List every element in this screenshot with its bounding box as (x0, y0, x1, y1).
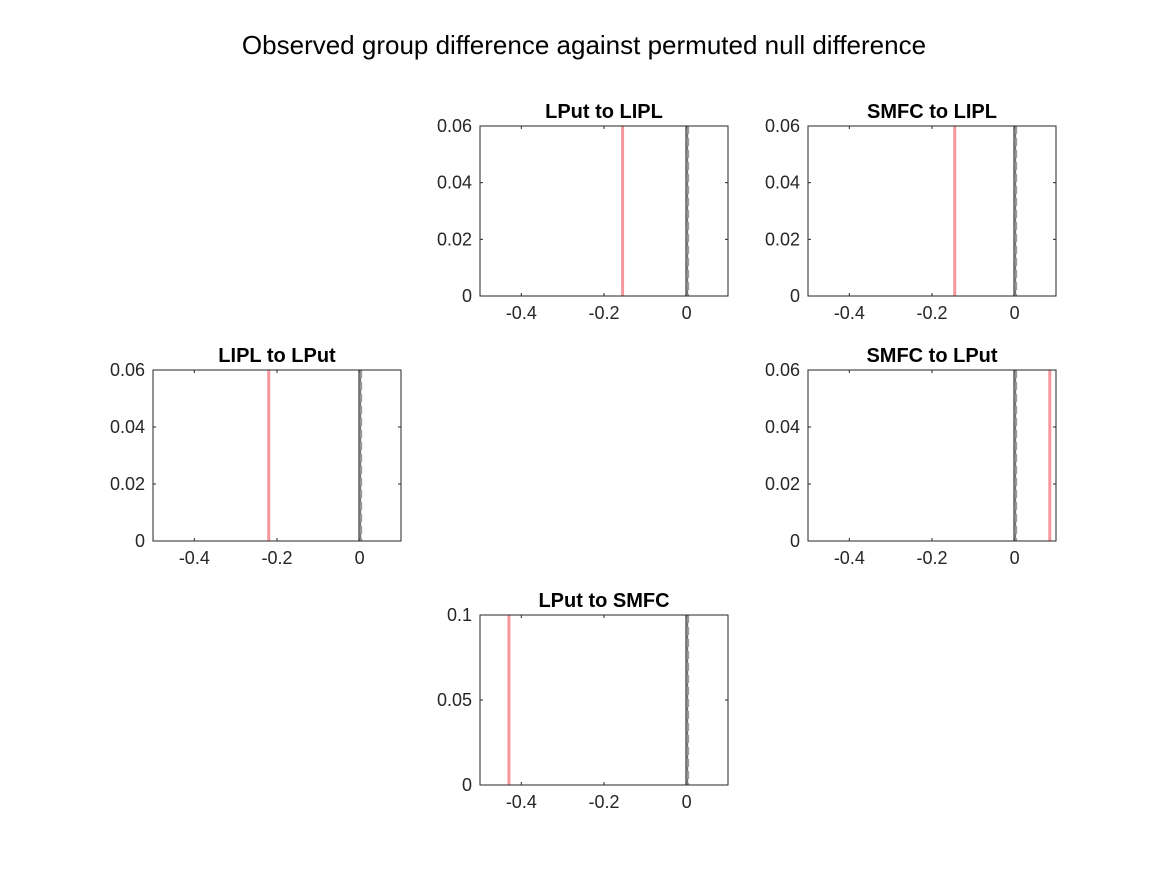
axes-border (807, 125, 1057, 297)
y-tick-label: 0.04 (437, 173, 472, 193)
x-tick-label: 0 (355, 548, 365, 568)
axes-frame (807, 125, 1057, 297)
x-tick-label: 0 (1010, 548, 1020, 568)
subplot-title: LPut to LIPL (545, 101, 663, 123)
subplot-title: SMFC to LPut (866, 345, 997, 367)
y-tick-label: 0.06 (110, 360, 145, 380)
x-tick-label: 0 (1010, 303, 1020, 323)
y-tick-label: 0.06 (437, 116, 472, 136)
x-tick-label: -0.4 (506, 303, 537, 323)
y-tick-label: 0 (462, 775, 472, 795)
y-tick-label: 0.02 (437, 229, 472, 249)
axes-border (807, 369, 1057, 542)
x-tick-label: -0.4 (834, 548, 865, 568)
axes-border (152, 369, 402, 542)
subplot: LIPL to LPut -0.4 -0.2 0 0 0.02 0.04 0.06 (110, 345, 402, 568)
x-tick-label: 0 (682, 792, 692, 812)
x-tick-label: -0.4 (834, 303, 865, 323)
y-tick-label: 0.06 (765, 360, 800, 380)
y-tick-label: 0.04 (765, 417, 800, 437)
subplot-title: SMFC to LIPL (867, 101, 997, 123)
x-tick-label: -0.4 (506, 792, 537, 812)
subplot-title: LIPL to LPut (218, 345, 336, 367)
subplot: SMFC to LPut -0.4 -0.2 0 0 0.02 0.04 0.06 (765, 345, 1057, 568)
x-tick-label: -0.2 (916, 303, 947, 323)
axes-frame (479, 614, 729, 786)
axes-frame (807, 369, 1057, 542)
x-tick-label: -0.2 (588, 303, 619, 323)
figure-title: Observed group difference against permut… (242, 30, 926, 60)
y-tick-label: 0.02 (110, 474, 145, 494)
subplot-title: LPut to SMFC (538, 590, 669, 612)
axes-border (479, 614, 729, 786)
x-tick-label: -0.2 (916, 548, 947, 568)
axes-border (479, 125, 729, 297)
subplot: SMFC to LIPL -0.4 -0.2 0 0 0.02 0.04 0.06 (765, 101, 1057, 323)
subplot: LPut to LIPL -0.4 -0.2 0 0 0.02 0.04 0.06 (437, 101, 729, 323)
x-tick-label: 0 (682, 303, 692, 323)
axes-frame (152, 369, 402, 542)
y-tick-label: 0.1 (447, 605, 472, 625)
y-tick-label: 0 (462, 286, 472, 306)
x-tick-label: -0.2 (261, 548, 292, 568)
y-tick-label: 0.04 (765, 173, 800, 193)
y-tick-label: 0.02 (765, 474, 800, 494)
y-tick-label: 0 (135, 531, 145, 551)
x-tick-label: -0.4 (179, 548, 210, 568)
x-tick-label: -0.2 (588, 792, 619, 812)
y-tick-label: 0.05 (437, 690, 472, 710)
y-tick-label: 0.02 (765, 229, 800, 249)
axes-frame (479, 125, 729, 297)
y-tick-label: 0 (790, 531, 800, 551)
y-tick-label: 0 (790, 286, 800, 306)
y-tick-label: 0.04 (110, 417, 145, 437)
subplot: LPut to SMFC -0.4 -0.2 0 0 0.05 0.1 (437, 590, 729, 812)
y-tick-label: 0.06 (765, 116, 800, 136)
